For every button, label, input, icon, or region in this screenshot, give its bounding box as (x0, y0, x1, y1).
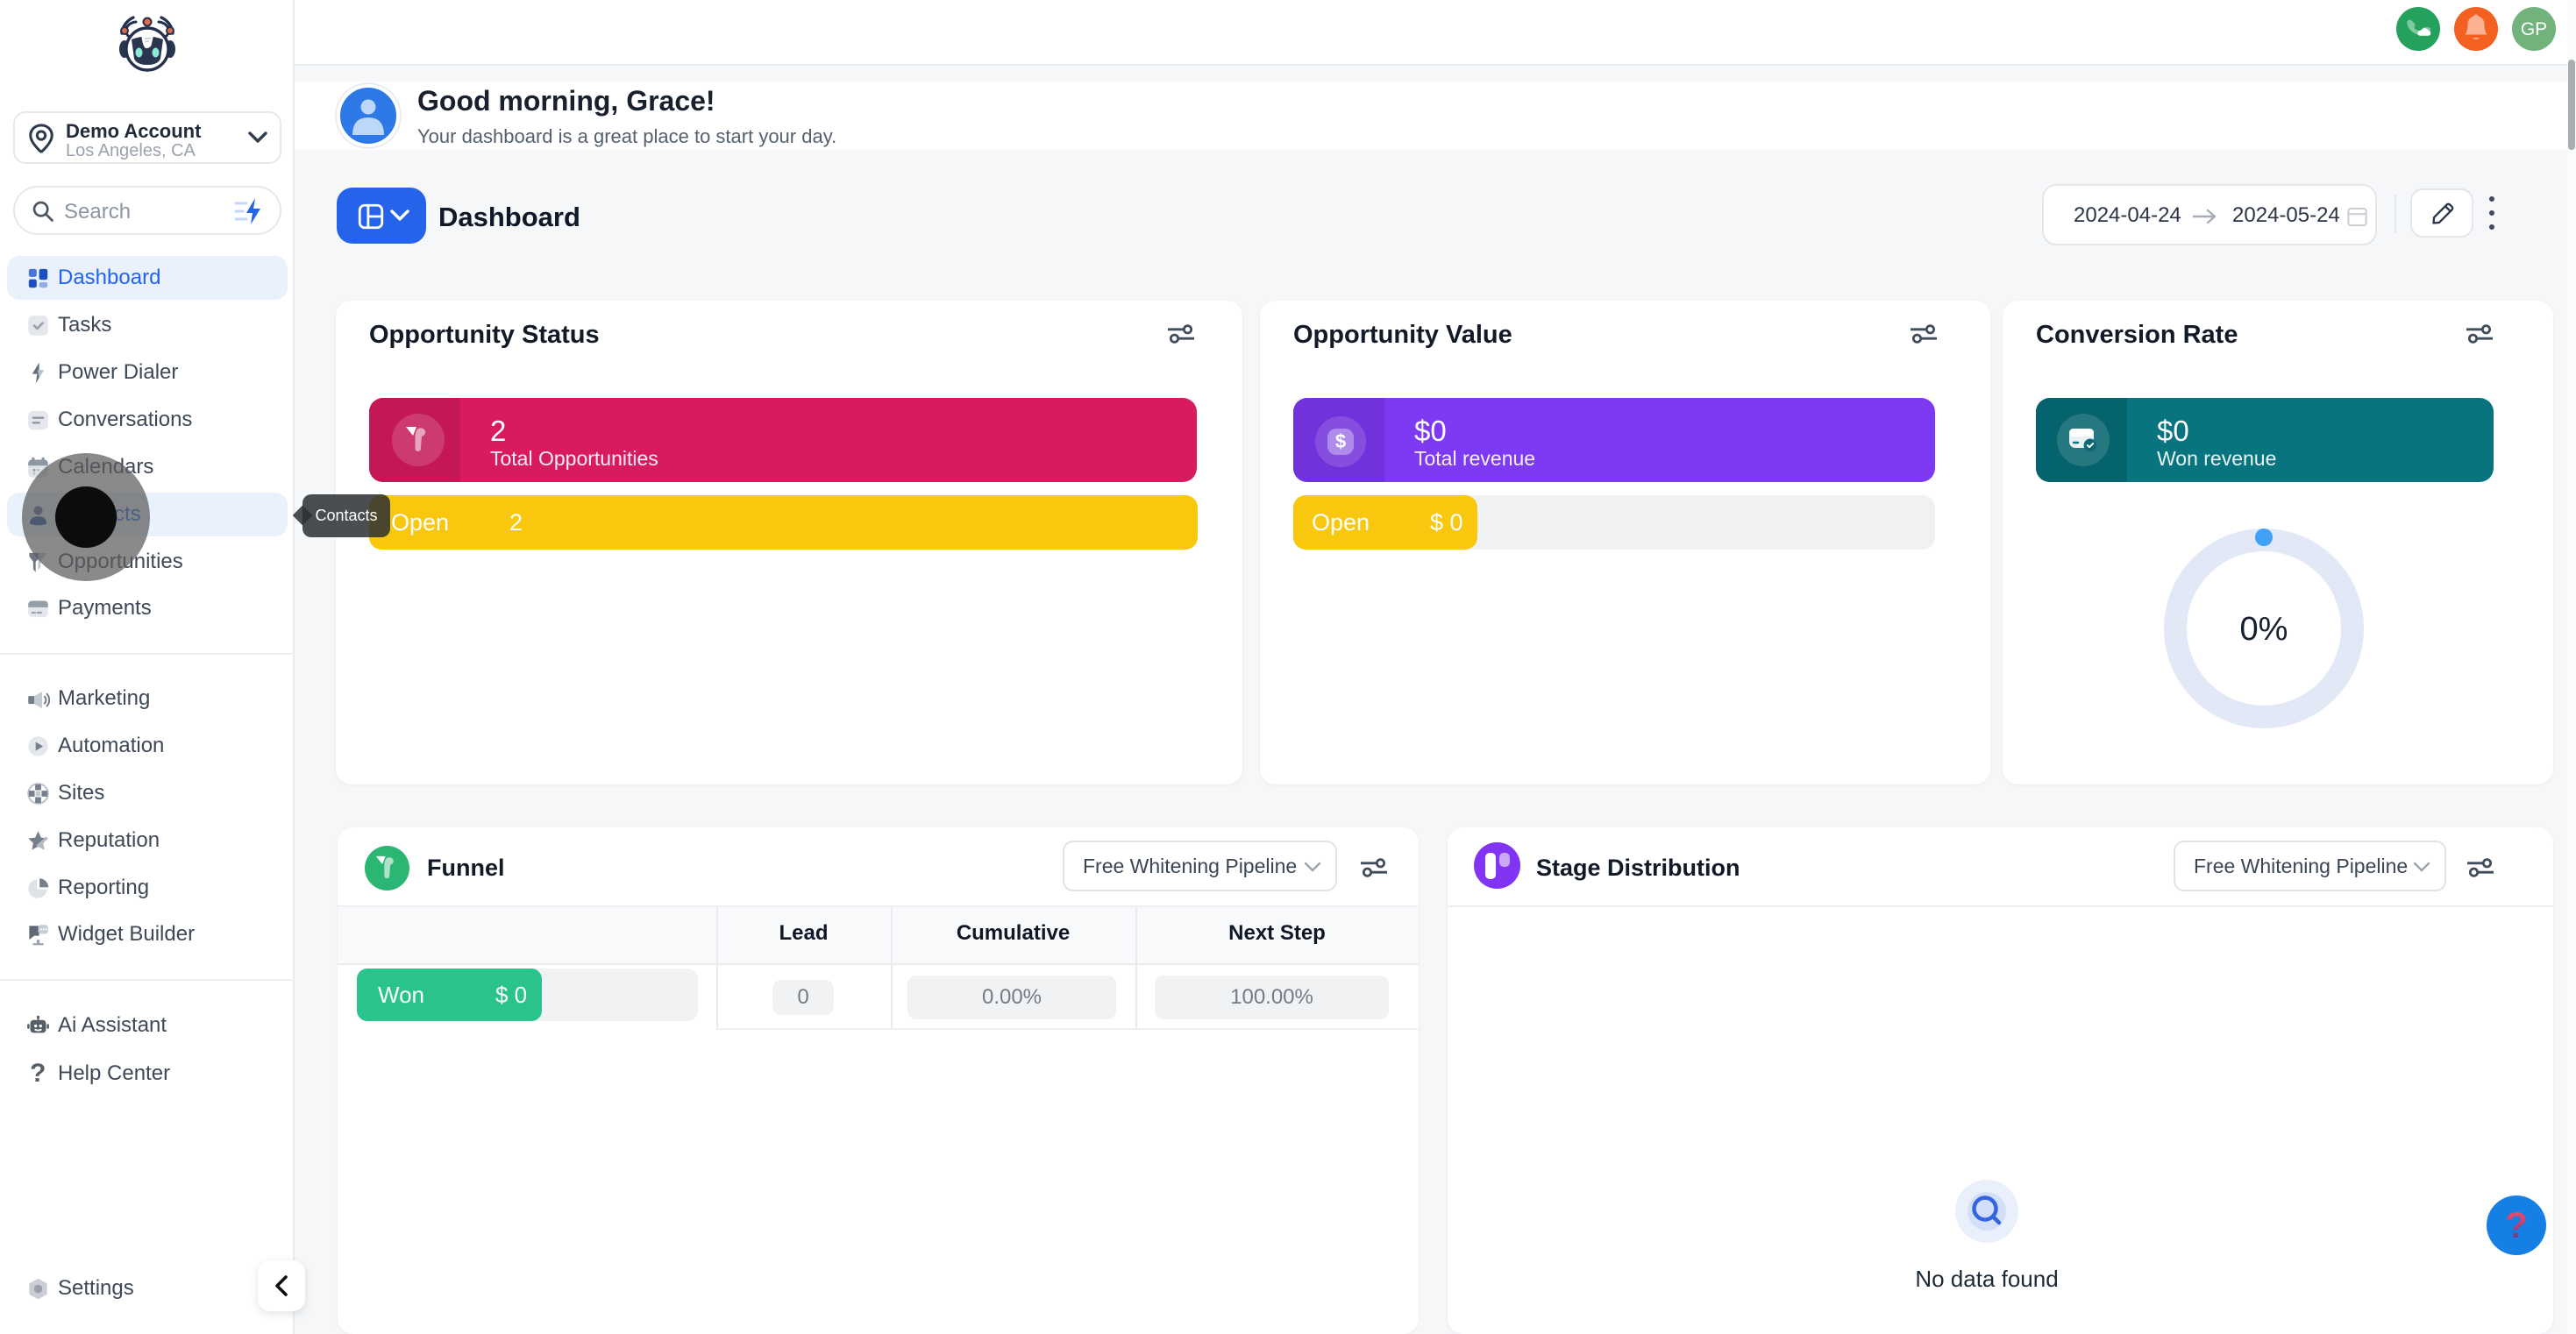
svg-text:GP: GP (2521, 19, 2547, 39)
